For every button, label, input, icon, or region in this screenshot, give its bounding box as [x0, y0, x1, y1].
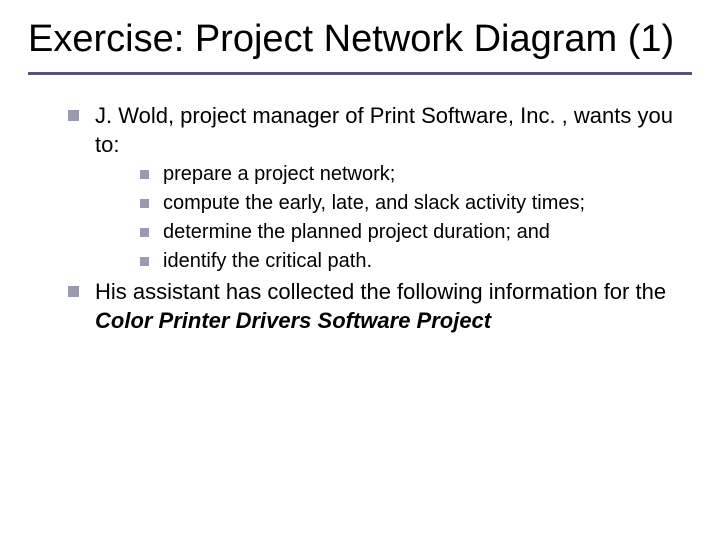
- sub-bullet-item: compute the early, late, and slack activ…: [140, 190, 682, 217]
- sub-bullet-item: determine the planned project duration; …: [140, 219, 682, 246]
- sub-bullet-text: compute the early, late, and slack activ…: [163, 190, 585, 217]
- bullet-text-emphasis: Color Printer Drivers Software Project: [95, 308, 491, 333]
- sub-bullet-text: determine the planned project duration; …: [163, 219, 550, 246]
- slide-content: J. Wold, project manager of Print Softwa…: [28, 101, 692, 335]
- title-underline: [28, 72, 692, 75]
- sub-bullet-text: prepare a project network;: [163, 161, 395, 188]
- square-bullet-icon: [140, 228, 149, 237]
- square-bullet-icon: [140, 170, 149, 179]
- slide: Exercise: Project Network Diagram (1) J.…: [0, 0, 720, 540]
- bullet-item-1: J. Wold, project manager of Print Softwa…: [68, 101, 682, 159]
- square-bullet-icon: [68, 286, 79, 297]
- sub-bullet-list: prepare a project network; compute the e…: [68, 161, 682, 275]
- sub-bullet-item: identify the critical path.: [140, 248, 682, 275]
- bullet-item-2: His assistant has collected the followin…: [68, 277, 682, 335]
- bullet-text-prefix: His assistant has collected the followin…: [95, 279, 666, 304]
- bullet-text: His assistant has collected the followin…: [95, 277, 682, 335]
- square-bullet-icon: [140, 199, 149, 208]
- square-bullet-icon: [140, 257, 149, 266]
- sub-bullet-item: prepare a project network;: [140, 161, 682, 188]
- square-bullet-icon: [68, 110, 79, 121]
- bullet-text: J. Wold, project manager of Print Softwa…: [95, 101, 682, 159]
- slide-title: Exercise: Project Network Diagram (1): [28, 18, 692, 62]
- sub-bullet-text: identify the critical path.: [163, 248, 372, 275]
